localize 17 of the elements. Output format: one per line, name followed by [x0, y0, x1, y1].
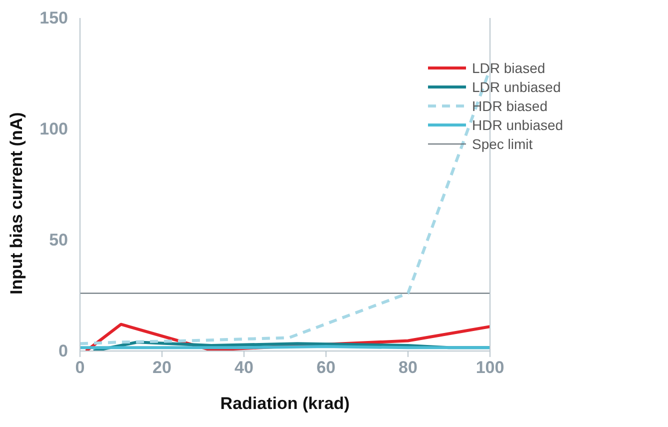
y-tick-label: 150 [40, 8, 68, 28]
x-axis-title: Radiation (krad) [220, 394, 350, 413]
legend-label: LDR biased [472, 60, 546, 76]
x-tick-label: 60 [316, 358, 336, 378]
x-tick-label: 40 [234, 358, 254, 378]
x-tick-label: 100 [476, 358, 504, 378]
x-tick-label: 0 [75, 358, 85, 378]
y-axis-title: Input bias current (nA) [7, 112, 26, 294]
legend-label: Spec limit [472, 136, 533, 152]
x-tick-label: 20 [152, 358, 172, 378]
y-tick-label: 0 [58, 342, 68, 360]
y-tick-label: 100 [40, 120, 68, 138]
legend-label: HDR unbiased [472, 116, 564, 132]
y-tick-label: 50 [49, 230, 68, 250]
legend-label: LDR unbiased [472, 78, 561, 94]
legend-label: HDR biased [472, 98, 548, 114]
x-tick-label: 80 [398, 358, 418, 378]
